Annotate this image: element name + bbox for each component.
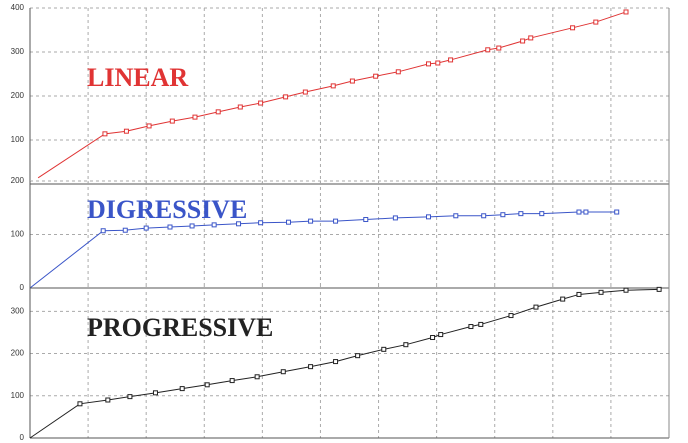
marker: [395, 69, 401, 75]
y-tick-label: 0: [20, 433, 25, 442]
y-tick-label: 100: [11, 135, 25, 144]
marker: [520, 38, 526, 44]
marker: [623, 287, 629, 293]
marker: [403, 342, 409, 348]
marker: [448, 57, 454, 63]
series-line: [37, 11, 627, 179]
marker: [100, 228, 106, 234]
marker: [236, 221, 242, 227]
marker: [528, 35, 534, 41]
marker: [508, 313, 514, 319]
y-tick-label: 100: [11, 391, 25, 400]
y-tick-label: 200: [11, 176, 25, 185]
marker: [500, 212, 506, 218]
marker: [102, 131, 108, 137]
marker: [258, 100, 264, 106]
marker: [435, 60, 441, 66]
marker: [308, 218, 314, 224]
marker: [485, 47, 491, 53]
marker: [123, 128, 129, 134]
marker: [302, 89, 308, 95]
marker: [496, 45, 502, 51]
marker: [583, 209, 589, 215]
y-tick-label: 400: [11, 3, 25, 12]
marker: [481, 213, 487, 219]
marker: [258, 220, 264, 226]
marker: [308, 364, 314, 370]
marker: [146, 123, 152, 129]
marker: [211, 222, 217, 228]
marker: [468, 324, 474, 330]
panel-title: LINEAR: [87, 63, 188, 92]
marker: [363, 217, 369, 223]
y-tick-label: 200: [11, 349, 25, 358]
marker: [105, 397, 111, 403]
marker: [453, 213, 459, 219]
series-line: [29, 288, 660, 439]
panel-title: PROGRESSIVE: [87, 313, 273, 342]
marker: [204, 382, 210, 388]
marker: [576, 209, 582, 215]
y-tick-label: 100: [11, 230, 25, 239]
marker: [355, 353, 361, 359]
marker: [623, 9, 629, 15]
marker: [280, 369, 286, 375]
marker: [518, 211, 524, 217]
marker: [229, 378, 235, 384]
marker: [283, 94, 289, 100]
marker: [179, 386, 185, 392]
marker: [570, 25, 576, 31]
marker: [143, 225, 149, 231]
marker: [426, 214, 432, 220]
marker: [478, 321, 484, 327]
marker: [560, 296, 566, 302]
marker: [598, 289, 604, 295]
marker: [237, 104, 243, 110]
marker: [333, 359, 339, 365]
y-tick-label: 300: [11, 47, 25, 56]
marker: [430, 335, 436, 341]
marker: [122, 227, 128, 233]
marker: [77, 401, 83, 407]
marker: [192, 114, 198, 120]
marker: [576, 291, 582, 297]
marker: [373, 73, 379, 79]
marker: [539, 211, 545, 217]
marker: [533, 304, 539, 310]
marker: [426, 61, 432, 67]
marker: [438, 332, 444, 338]
marker: [215, 109, 221, 115]
marker: [167, 224, 173, 230]
marker: [593, 19, 599, 25]
panel-title: DIGRESSIVE: [87, 195, 247, 224]
marker: [330, 83, 336, 89]
marker: [333, 218, 339, 224]
marker: [392, 215, 398, 221]
marker: [169, 118, 175, 124]
marker: [349, 78, 355, 84]
marker: [189, 223, 195, 229]
marker: [254, 374, 260, 380]
y-tick-label: 200: [11, 91, 25, 100]
marker: [286, 219, 292, 225]
marker: [614, 209, 620, 215]
marker: [152, 390, 158, 396]
marker: [381, 346, 387, 352]
y-tick-label: 0: [20, 283, 25, 292]
marker: [656, 286, 662, 292]
y-tick-label: 300: [11, 306, 25, 315]
marker: [127, 394, 133, 400]
